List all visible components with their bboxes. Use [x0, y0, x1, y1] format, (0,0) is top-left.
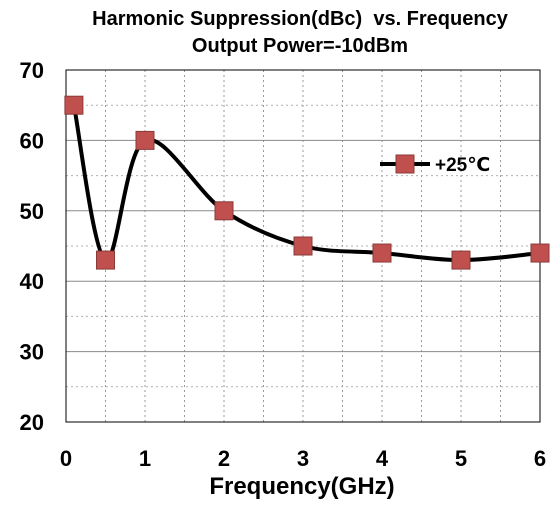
- data-point: [64, 95, 84, 115]
- y-tick-label: 60: [20, 128, 44, 153]
- x-axis-title: Frequency(GHz): [209, 473, 394, 500]
- x-tick-label: 2: [218, 446, 230, 471]
- chart-title: Harmonic Suppression(dBc) vs. Frequency: [92, 8, 509, 30]
- data-point: [135, 130, 155, 150]
- chart-subtitle: Output Power=-10dBm: [192, 35, 408, 57]
- data-point: [293, 236, 313, 256]
- x-tick-label: 6: [534, 446, 546, 471]
- x-tick-label: 0: [60, 446, 72, 471]
- series-markers: [64, 95, 550, 270]
- legend-label: +25℃: [435, 155, 490, 176]
- data-point: [96, 250, 115, 270]
- y-tick-label: 70: [20, 58, 44, 83]
- x-tick-label: 3: [297, 446, 309, 471]
- x-tick-label: 5: [455, 446, 467, 471]
- legend: +25℃: [380, 154, 490, 176]
- data-point: [372, 243, 392, 263]
- y-tick-label: 50: [20, 199, 44, 224]
- data-point: [451, 250, 471, 270]
- x-tick-label: 1: [139, 446, 151, 471]
- y-tick-label: 20: [20, 410, 44, 435]
- data-point: [214, 201, 234, 221]
- tick-labels: 20 30 40 50 60 70 0 1 2 3 4 5 6: [20, 58, 547, 471]
- y-tick-label: 40: [20, 269, 44, 294]
- legend-marker: [395, 154, 415, 174]
- y-tick-label: 30: [20, 340, 44, 365]
- data-point: [530, 243, 550, 263]
- x-tick-label: 4: [376, 446, 389, 471]
